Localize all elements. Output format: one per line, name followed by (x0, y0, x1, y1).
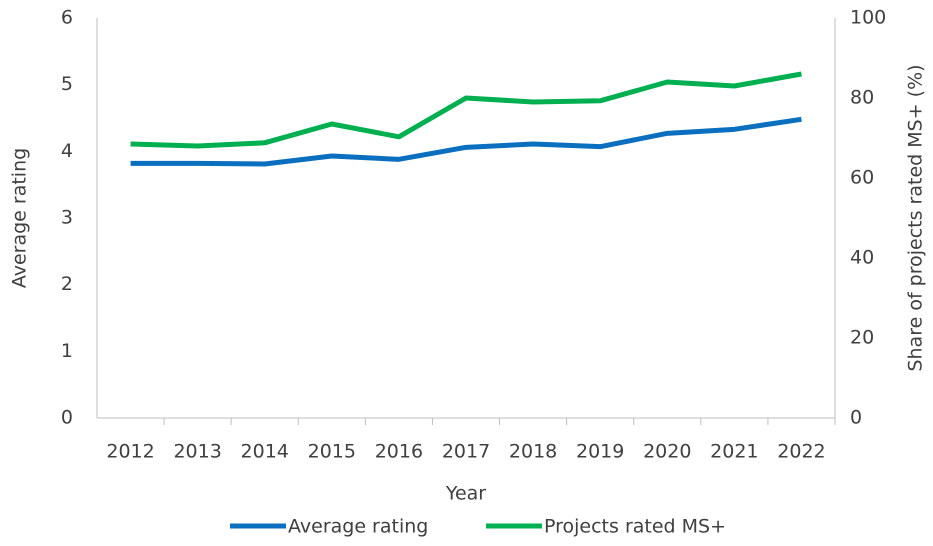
y-tick-label: 1 (61, 340, 73, 362)
y2-tick-label: 20 (850, 327, 874, 349)
x-tick-label: 2015 (308, 441, 356, 463)
x-tick-label: 2019 (576, 441, 624, 463)
y-tick-label: 3 (61, 207, 73, 229)
y-axis-label: Average rating (9, 148, 31, 288)
legend-label: Projects rated MS+ (544, 516, 726, 538)
x-tick-label: 2012 (106, 441, 154, 463)
y-tick-label: 5 (61, 73, 73, 95)
y2-tick-label: 60 (850, 167, 874, 189)
x-tick-label: 2017 (442, 441, 490, 463)
legend-label: Average rating (288, 516, 428, 538)
x-tick-label: 2014 (241, 441, 289, 463)
series-line (130, 71, 802, 149)
x-axis-label: Year (445, 483, 486, 505)
y-tick-label: 4 (61, 140, 73, 162)
y-tick-label: 2 (61, 273, 73, 295)
y2-tick-label: 40 (850, 247, 874, 269)
x-tick-label: 2022 (777, 441, 825, 463)
y2-axis-label: Share of projects rated MS+ (%) (905, 64, 927, 371)
y-tick-label: 0 (61, 407, 73, 429)
y-tick-label: 6 (61, 7, 73, 29)
series-line (130, 116, 802, 167)
y2-tick-label: 80 (850, 87, 874, 109)
y2-tick-label: 0 (850, 407, 862, 429)
y2-tick-label: 100 (850, 7, 886, 29)
x-tick-label: 2021 (710, 441, 758, 463)
x-tick-label: 2016 (375, 441, 423, 463)
x-tick-label: 2013 (173, 441, 221, 463)
x-tick-label: 2018 (509, 441, 557, 463)
x-tick-label: 2020 (643, 441, 691, 463)
